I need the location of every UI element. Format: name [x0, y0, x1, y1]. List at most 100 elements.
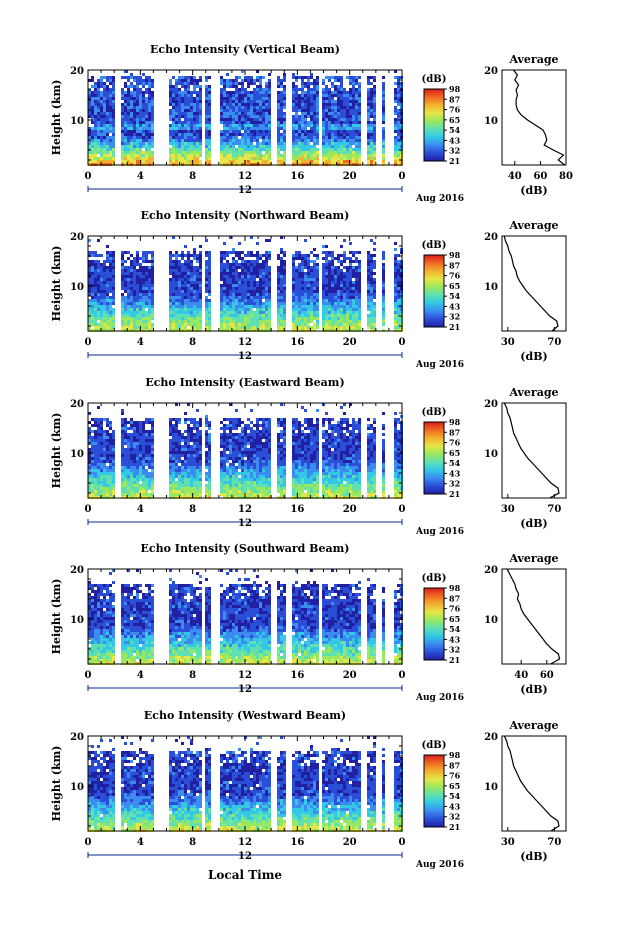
panel-3: Echo Intensity (Eastward Beam)0 4 8 12 16 20 0…	[50, 376, 567, 537]
colorbar-tick-label: 54	[449, 624, 461, 634]
panel-title: Echo Intensity (Eastward Beam)	[145, 376, 344, 389]
colorbar-tick-label: 65	[449, 614, 460, 624]
x-tick-label: 20	[343, 670, 357, 681]
profile-x-tick-label: 30	[501, 504, 515, 515]
x-tick-label: 8	[189, 171, 196, 182]
profile-x-tick-label: 70	[547, 837, 561, 848]
date-tick-label: 12	[238, 851, 252, 862]
colorbar-unit: (dB)	[422, 74, 447, 85]
profile-frame	[501, 69, 567, 166]
x-tick-label: 12	[238, 337, 252, 348]
colorbar-bar	[423, 754, 445, 828]
x-tick-label: 8	[189, 670, 196, 681]
panel-title: Echo Intensity (Westward Beam)	[144, 709, 346, 722]
x-tick-label: 4	[137, 337, 144, 348]
y-tick-label: 10	[70, 615, 84, 626]
y-axis-label: Height (km)	[50, 413, 63, 489]
colorbar-bar	[423, 88, 445, 162]
x-axis-label: Local Time	[208, 868, 282, 882]
y-axis-label: Height (km)	[50, 746, 63, 822]
colorbar-unit: (dB)	[422, 573, 447, 584]
colorbar-tick-label: 65	[449, 281, 460, 291]
date-label: Aug 2016	[415, 860, 464, 870]
x-tick-label: 0	[85, 337, 92, 348]
profile-y-tick-label: 20	[484, 732, 498, 743]
x-tick-label: 16	[290, 670, 304, 681]
profile-y-tick-label: 20	[484, 66, 498, 77]
average-profile: Average 40 60 20 10 (dB)	[484, 552, 567, 696]
x-tick-label: 8	[189, 337, 196, 348]
date-tick-label: 12	[238, 185, 252, 196]
profile-line	[503, 402, 560, 499]
colorbar-tick-label: 98	[449, 84, 461, 94]
colorbar-tick-label: 54	[449, 291, 461, 301]
colorbar-tick-label: 76	[449, 105, 461, 115]
x-axis: 0 4 8 12 16 20 0	[85, 236, 406, 348]
x-tick-label: 16	[290, 837, 304, 848]
colorbar-tick-label: 32	[449, 479, 460, 489]
profile-y-tick-label: 10	[484, 615, 498, 626]
colorbar-tick-label: 98	[449, 250, 461, 260]
panel-title: Echo Intensity (Southward Beam)	[141, 542, 350, 555]
colorbar-tick-label: 32	[449, 645, 460, 655]
profile-x-tick-label: 30	[501, 837, 515, 848]
profile-x-label: (dB)	[520, 517, 547, 530]
profile-x-label: (dB)	[520, 850, 547, 863]
colorbar-tick-label: 32	[449, 312, 460, 322]
average-profile: Average 30 70 20 10 (dB)	[484, 719, 567, 863]
y-tick-label: 10	[70, 449, 84, 460]
profile-x-label: (dB)	[520, 683, 547, 696]
x-tick-label: 16	[290, 337, 304, 348]
heatmap-cells	[88, 736, 403, 832]
profile-x-tick-label: 70	[547, 504, 561, 515]
colorbar-tick-label: 43	[449, 301, 461, 311]
colorbar-tick-label: 54	[449, 125, 461, 135]
x-axis: 0 4 8 12 16 20 0	[85, 70, 406, 182]
colorbar-tick-label: 65	[449, 781, 460, 791]
x-tick-label: 20	[343, 171, 357, 182]
profile-title: Average	[508, 719, 558, 732]
x-tick-label: 12	[238, 171, 252, 182]
x-axis: 0 4 8 12 16 20 0	[85, 569, 406, 681]
colorbar-tick-label: 54	[449, 458, 461, 468]
profile-x-label: (dB)	[520, 184, 547, 197]
y-tick-label: 20	[70, 232, 84, 243]
colorbar-tick-label: 32	[449, 812, 460, 822]
y-axis-label: Height (km)	[50, 579, 63, 655]
profile-y-tick-label: 20	[484, 565, 498, 576]
colorbar-tick-label: 87	[449, 260, 460, 270]
x-tick-label: 16	[290, 504, 304, 515]
colorbar-tick-label: 21	[449, 822, 460, 832]
x-tick-label: 16	[290, 171, 304, 182]
date-axis: 12 Aug 2016	[87, 851, 464, 870]
profile-x-tick-label: 40	[508, 171, 522, 182]
x-tick-label: 12	[238, 837, 252, 848]
colorbar-tick-label: 43	[449, 801, 461, 811]
x-tick-label: 20	[343, 837, 357, 848]
x-tick-label: 0	[399, 171, 406, 182]
colorbar-bar	[423, 421, 445, 495]
y-tick-label: 10	[70, 282, 84, 293]
colorbar-tick-label: 21	[449, 156, 460, 166]
y-tick-label: 10	[70, 116, 84, 127]
x-tick-label: 0	[399, 837, 406, 848]
colorbar-tick-label: 21	[449, 322, 460, 332]
date-label: Aug 2016	[415, 693, 464, 703]
y-axis-label: Height (km)	[50, 246, 63, 322]
colorbar-tick-label: 76	[449, 604, 461, 614]
date-tick-label: 12	[238, 351, 252, 362]
date-tick-label: 12	[238, 518, 252, 529]
date-label: Aug 2016	[415, 527, 464, 537]
x-tick-label: 8	[189, 504, 196, 515]
panel-title: Echo Intensity (Northward Beam)	[141, 209, 350, 222]
x-tick-label: 8	[189, 837, 196, 848]
x-tick-label: 0	[399, 670, 406, 681]
profile-y-tick-label: 20	[484, 399, 498, 410]
colorbar-tick-label: 32	[449, 146, 460, 156]
